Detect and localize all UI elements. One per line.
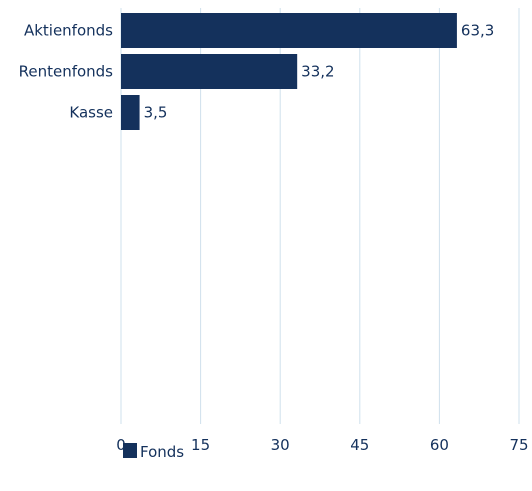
category-labels: Aktienfonds Rentenfonds Kasse [19, 22, 114, 122]
category-label-kasse: Kasse [69, 104, 113, 122]
legend: Fonds [123, 443, 184, 461]
bar-kasse [121, 95, 140, 130]
x-tick-label-15: 15 [191, 436, 210, 454]
x-tick-label-75: 75 [509, 436, 528, 454]
x-tick-label-0: 0 [116, 436, 126, 454]
bar-aktienfonds [121, 13, 457, 48]
data-labels: 63,3 33,2 3,5 [144, 22, 495, 122]
legend-label-fonds: Fonds [140, 443, 184, 461]
x-tick-label-60: 60 [430, 436, 449, 454]
bars [121, 13, 457, 130]
x-tick-label-45: 45 [350, 436, 369, 454]
data-label-kasse: 3,5 [144, 104, 168, 122]
data-label-rentenfonds: 33,2 [301, 63, 334, 81]
x-tick-label-30: 30 [271, 436, 290, 454]
category-label-rentenfonds: Rentenfonds [19, 63, 114, 81]
bar-rentenfonds [121, 54, 298, 89]
data-label-aktienfonds: 63,3 [461, 22, 494, 40]
x-axis-tick-labels: 0 15 30 45 60 75 [116, 436, 528, 454]
legend-swatch-fonds [123, 443, 137, 458]
category-label-aktienfonds: Aktienfonds [24, 22, 113, 40]
